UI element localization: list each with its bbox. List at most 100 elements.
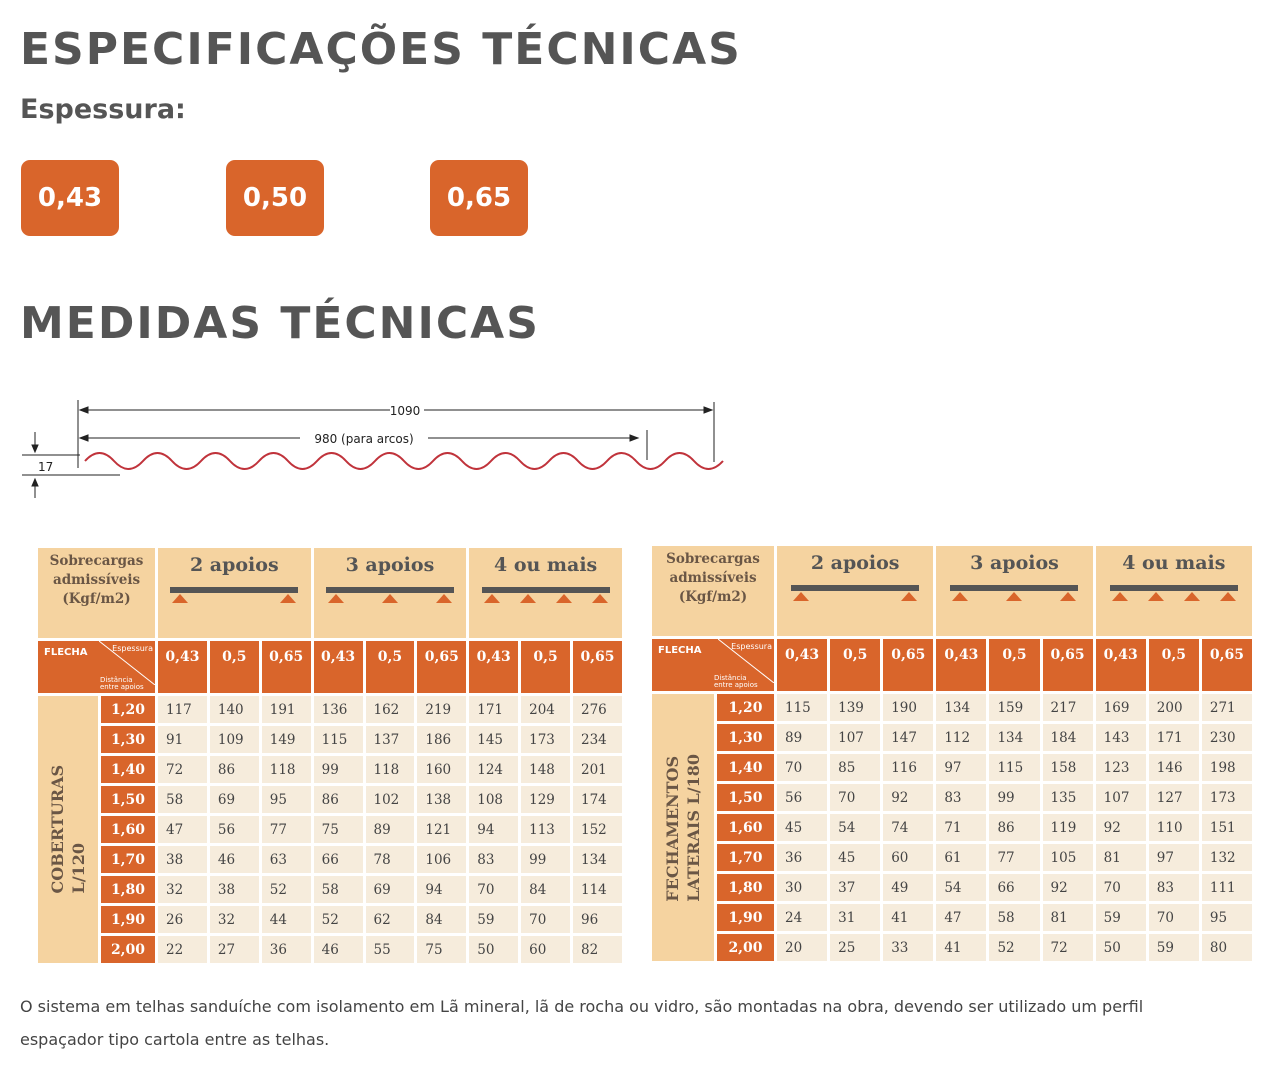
value-cell: 108	[469, 786, 519, 813]
span-cell: 1,30	[717, 724, 774, 751]
beam-part	[950, 585, 1079, 591]
value-cell: 70	[777, 754, 828, 781]
span-cell: 1,50	[101, 786, 155, 813]
value-cell: 105	[1042, 844, 1093, 871]
value-cell: 47	[158, 816, 207, 843]
thickness-header: 0,43	[313, 641, 363, 693]
value-cell: 61	[936, 844, 987, 871]
espessura-label: Espessura	[112, 644, 153, 653]
thickness-button[interactable]: 0,65	[430, 160, 528, 236]
value-cell: 107	[830, 724, 881, 751]
value-cell: 111	[1201, 874, 1252, 901]
beam-part	[1109, 585, 1238, 591]
value-cell: 30	[777, 874, 828, 901]
value-cell: 70	[1148, 904, 1199, 931]
profile-diagram: 1090 980 (para arcos) 17	[22, 400, 724, 498]
beam-part	[793, 592, 810, 601]
beam-part	[325, 587, 454, 593]
value-cell: 169	[1095, 694, 1146, 721]
span-cell: 1,50	[717, 784, 774, 811]
distancia-label: Distância entre apoios	[100, 676, 144, 691]
value-cell: 110	[1148, 814, 1199, 841]
flecha-cell: FLECHA Espessura Distância entre apoios	[38, 641, 155, 693]
data-row: 1,90 24 31 41 47 58 81 59 70 95	[652, 904, 1252, 931]
side-line: LATERAIS L/180	[684, 753, 703, 902]
thickness-header: 0,5	[365, 641, 415, 693]
side-text: FECHAMENTOS LATERAIS L/180	[662, 754, 704, 902]
beam-part	[791, 585, 920, 591]
beam-icon	[170, 587, 299, 603]
thickness-header: 0,65	[261, 641, 311, 693]
value-cell: 158	[1042, 754, 1093, 781]
value-cell: 41	[883, 904, 934, 931]
beam-part	[1060, 592, 1077, 601]
value-cell: 97	[1148, 844, 1199, 871]
subheader-row: FLECHA Espessura Distância entre apoios 0,4…	[38, 641, 622, 693]
value-cell: 160	[417, 756, 467, 783]
value-cell: 75	[313, 816, 363, 843]
diagonal	[99, 641, 155, 685]
footer-text: O sistema em telhas sanduíche com isolam…	[20, 997, 1144, 1049]
data-row: 2,00 22 27 36 46 55 75 50 60 82	[38, 936, 622, 963]
beam-part	[519, 594, 536, 603]
span-cell: 1,60	[717, 814, 774, 841]
value-cell: 63	[261, 846, 311, 873]
value-cell: 71	[936, 814, 987, 841]
beam-part	[1219, 592, 1236, 601]
value-cell: 99	[989, 784, 1040, 811]
thickness-header: 0,43	[1095, 639, 1146, 691]
value-cell: 138	[417, 786, 467, 813]
value-cell: 37	[830, 874, 881, 901]
data-row: 1,70 38 46 63 66 78 106 83 99 134	[38, 846, 622, 873]
value-cell: 94	[417, 876, 467, 903]
value-cell: 116	[883, 754, 934, 781]
beam-icon	[950, 585, 1079, 601]
value-cell: 78	[365, 846, 415, 873]
value-cell: 276	[573, 696, 622, 723]
thickness-button[interactable]: 0,50	[226, 160, 324, 236]
value-cell: 84	[521, 876, 570, 903]
thickness-header: 0,65	[1201, 639, 1252, 691]
group-label: 4 ou mais	[493, 554, 598, 576]
value-cell: 36	[777, 844, 828, 871]
data-row: 1,30 91 109 149 115 137 186 145 173 234	[38, 726, 622, 753]
value-cell: 55	[365, 936, 415, 963]
side-line: FECHAMENTOS	[663, 755, 682, 902]
value-cell: 70	[521, 906, 570, 933]
thickness-header: 0,5	[830, 639, 881, 691]
value-cell: 69	[209, 786, 259, 813]
dimension-label: 1090	[390, 404, 421, 418]
beam-part	[1111, 592, 1128, 601]
thickness-header: 0,5	[1148, 639, 1199, 691]
side-line: COBERTURAS	[48, 765, 67, 894]
value-cell: 134	[989, 724, 1040, 751]
beam-part	[280, 594, 297, 603]
data-row: COBERTURAS L/120 1,20 117 140 191 136 162 219 171…	[38, 696, 622, 963]
value-cell: 162	[365, 696, 415, 723]
span-cell: 2,00	[717, 934, 774, 961]
beam-part	[381, 594, 398, 603]
thickness-button[interactable]: 0,43	[21, 160, 119, 236]
beam-part	[718, 639, 774, 683]
support-group: 4 ou mais	[1095, 546, 1252, 636]
value-cell: 52	[989, 934, 1040, 961]
span-cell: 1,90	[717, 904, 774, 931]
data-row: 1,90 26 32 44 52 62 84 59 70 96	[38, 906, 622, 933]
header-row: Sobrecargas admissíveis (Kgf/m2) 2 apoios…	[38, 548, 622, 638]
value-cell: 191	[261, 696, 311, 723]
value-cell: 96	[573, 906, 622, 933]
flecha-cell: FLECHA Espessura Distância entre apoios	[652, 639, 774, 691]
thickness-header: 0,43	[777, 639, 828, 691]
value-cell: 115	[777, 694, 828, 721]
data-row: 1,50 56 70 92 83 99 135 107 127 173	[652, 784, 1252, 811]
value-cell: 91	[158, 726, 207, 753]
value-cell: 82	[573, 936, 622, 963]
value-cell: 31	[830, 904, 881, 931]
value-cell: 38	[158, 846, 207, 873]
value-cell: 134	[573, 846, 622, 873]
value-cell: 83	[469, 846, 519, 873]
span-cell: 2,00	[101, 936, 155, 963]
value-cell: 20	[777, 934, 828, 961]
value-cell: 113	[521, 816, 570, 843]
